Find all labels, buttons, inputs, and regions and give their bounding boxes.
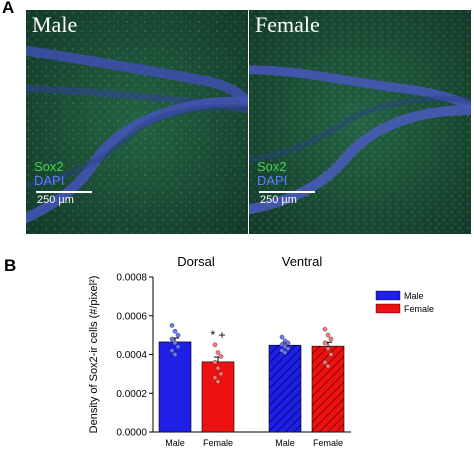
data-point (279, 334, 285, 340)
bar-dorsal-male (158, 341, 192, 433)
data-point (172, 328, 178, 334)
stain-label-dapi: DAPI (257, 173, 288, 188)
legend-label-female: Female (404, 304, 434, 314)
legend-swatch-female (375, 303, 401, 314)
data-point (322, 327, 328, 332)
y-tick-label: 0.0002 (116, 389, 147, 400)
micrograph-female: Female Sox2 DAPI 250 µm (249, 10, 471, 234)
group-label-ventral: Ventral (282, 254, 323, 269)
data-point (285, 340, 291, 346)
x-tick-label: Female (313, 438, 343, 448)
scale-bar-label: 250 µm (260, 194, 297, 206)
stain-label-sox2: Sox2 (257, 159, 287, 174)
scale-bar-label: 250 µm (37, 194, 74, 206)
data-point (172, 352, 178, 357)
x-tick-label: Male (165, 438, 185, 448)
y-tick-label: 0.0006 (116, 311, 147, 322)
data-point (328, 336, 334, 342)
data-point (169, 336, 175, 342)
data-point (215, 350, 221, 355)
micrograph-male: Male Sox2 DAPI 250 µm (26, 10, 248, 234)
legend-swatch-male (375, 290, 401, 301)
data-point (169, 323, 175, 328)
data-point (325, 363, 331, 369)
group-label-dorsal: Dorsal (177, 254, 215, 269)
data-point (212, 342, 218, 348)
data-point (215, 379, 221, 384)
y-tick-label: 0.0000 (116, 428, 147, 439)
data-point (285, 346, 291, 351)
data-point (175, 332, 181, 338)
data-point (175, 344, 181, 350)
x-tick-label: Male (275, 438, 295, 448)
data-point (218, 371, 224, 377)
y-tick-label: 0.0008 (116, 273, 147, 284)
y-axis-label: Density of Sox2-ir cells (#/pixel²) (88, 276, 100, 434)
stain-label-dapi: DAPI (34, 173, 65, 188)
data-point (328, 352, 334, 357)
data-point (325, 332, 331, 338)
data-point (212, 375, 218, 381)
legend-label-male: Male (404, 291, 424, 301)
data-point (282, 350, 288, 355)
data-point (212, 359, 218, 365)
data-point (325, 346, 331, 351)
scale-bar (36, 191, 92, 193)
panel-label-a: A (2, 0, 15, 17)
data-point (169, 348, 175, 353)
data-point (322, 359, 328, 365)
micrograph-male-image (26, 10, 248, 234)
micrograph-title: Male (32, 12, 78, 37)
bar-dorsal-female (201, 361, 235, 433)
micrograph-female-image (249, 10, 471, 234)
data-point (218, 354, 224, 359)
scale-bar (259, 191, 315, 193)
bar-ventral-female (311, 345, 345, 433)
density-bar-chart: 0.0000 0.0002 0.0004 0.0006 0.0008 Density of… (88, 254, 434, 448)
data-point (322, 340, 328, 346)
data-point (172, 340, 178, 346)
panel-label-b: B (4, 256, 17, 275)
stain-label-sox2: Sox2 (34, 159, 64, 174)
bar-ventral-male (268, 344, 302, 433)
significance-annotation: * + (210, 328, 225, 342)
y-tick-label: 0.0004 (116, 350, 147, 361)
data-point (215, 365, 221, 371)
micrograph-title: Female (255, 12, 320, 37)
x-tick-label: Female (203, 438, 233, 448)
